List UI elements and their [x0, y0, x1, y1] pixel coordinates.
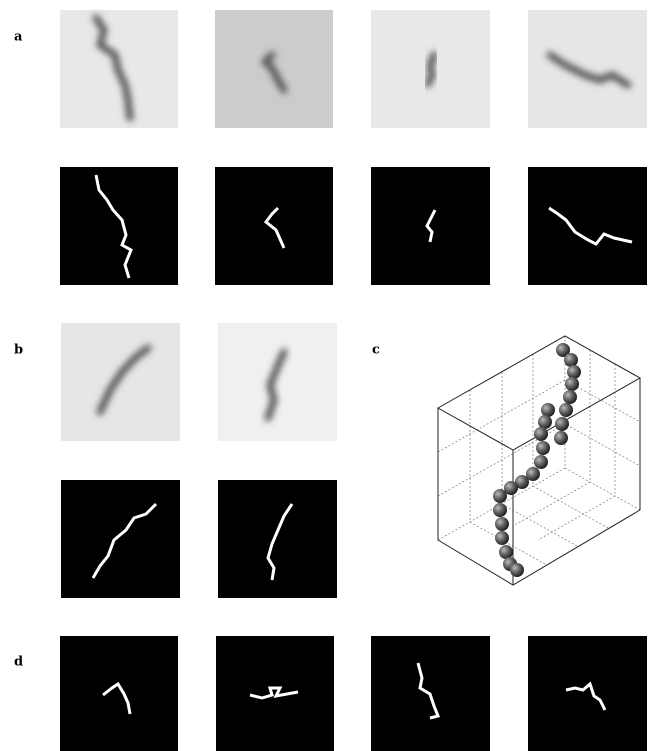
sphere — [504, 481, 518, 495]
skeleton — [371, 636, 490, 751]
micrograph — [215, 10, 333, 128]
panel-label: c — [372, 343, 380, 358]
micrograph — [60, 10, 178, 128]
3d-model — [436, 335, 642, 586]
skeleton — [528, 167, 647, 285]
skeleton — [371, 167, 490, 285]
skeleton — [218, 480, 337, 598]
sphere — [499, 545, 513, 559]
sphere — [493, 489, 507, 503]
sphere — [567, 365, 581, 379]
sphere — [536, 441, 550, 455]
sphere — [556, 343, 570, 357]
sphere — [555, 417, 569, 431]
panel-label: a — [14, 30, 23, 45]
sphere — [495, 531, 509, 545]
micrograph — [371, 10, 490, 128]
sphere — [495, 517, 509, 531]
micrograph — [528, 10, 647, 128]
sphere — [565, 377, 579, 391]
sphere — [554, 431, 568, 445]
skeleton — [60, 636, 178, 751]
sphere — [538, 415, 552, 429]
skeleton — [215, 167, 333, 285]
skeleton — [61, 480, 180, 598]
skeleton — [60, 167, 178, 285]
sphere — [510, 563, 524, 577]
sphere — [493, 503, 507, 517]
skeleton — [528, 636, 647, 751]
panel-label: b — [14, 343, 23, 358]
sphere — [563, 390, 577, 404]
sphere — [564, 353, 578, 367]
sphere — [534, 455, 548, 469]
panel-label: d — [14, 655, 23, 670]
sphere — [559, 403, 573, 417]
sphere — [526, 467, 540, 481]
skeleton — [216, 636, 334, 751]
micrograph — [218, 323, 337, 441]
sphere — [534, 427, 548, 441]
sphere — [541, 403, 555, 417]
micrograph — [61, 323, 180, 441]
sphere — [515, 475, 529, 489]
